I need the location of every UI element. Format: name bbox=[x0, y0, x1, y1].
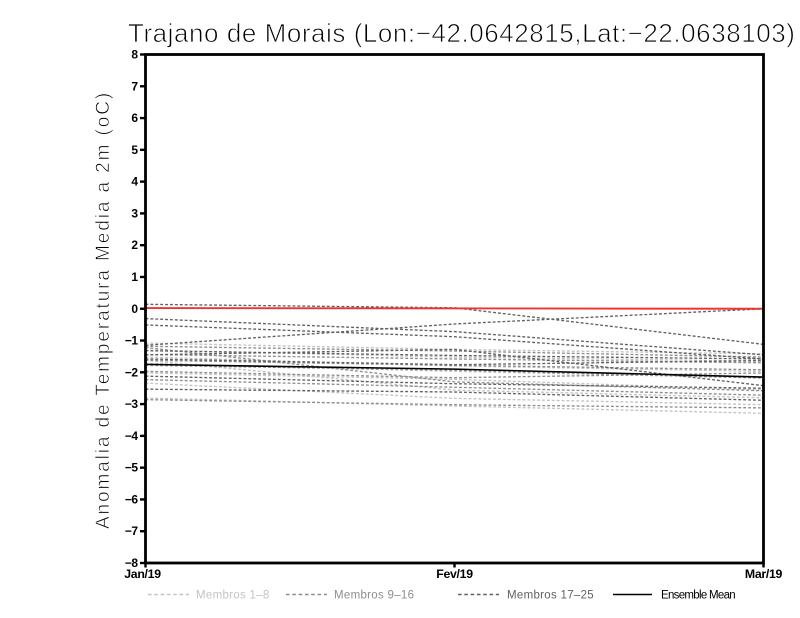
svg-text:0: 0 bbox=[131, 302, 138, 316]
svg-text:6: 6 bbox=[131, 111, 138, 125]
svg-text:−2: −2 bbox=[125, 365, 139, 379]
svg-text:8: 8 bbox=[131, 48, 138, 62]
svg-text:−5: −5 bbox=[125, 461, 139, 475]
svg-text:5: 5 bbox=[131, 143, 138, 157]
svg-text:−1: −1 bbox=[125, 334, 139, 348]
svg-text:−3: −3 bbox=[125, 397, 139, 411]
svg-text:Membros 9–16: Membros 9–16 bbox=[334, 590, 414, 602]
svg-text:Membros 1–8: Membros 1–8 bbox=[196, 590, 270, 602]
svg-text:4: 4 bbox=[131, 175, 138, 189]
svg-text:Jan/19: Jan/19 bbox=[124, 567, 161, 581]
svg-text:−4: −4 bbox=[125, 429, 139, 443]
svg-text:2: 2 bbox=[131, 238, 138, 252]
svg-text:1: 1 bbox=[131, 270, 138, 284]
svg-text:Membros 17–25: Membros 17–25 bbox=[507, 590, 594, 602]
svg-text:−8: −8 bbox=[125, 556, 139, 570]
svg-text:3: 3 bbox=[131, 206, 138, 220]
svg-text:−7: −7 bbox=[125, 524, 139, 538]
svg-text:Fev/19: Fev/19 bbox=[436, 567, 473, 581]
svg-text:Ensemble Mean: Ensemble Mean bbox=[661, 590, 735, 602]
svg-text:Mar/19: Mar/19 bbox=[745, 567, 783, 581]
svg-text:−6: −6 bbox=[125, 492, 139, 506]
svg-text:7: 7 bbox=[131, 79, 138, 93]
